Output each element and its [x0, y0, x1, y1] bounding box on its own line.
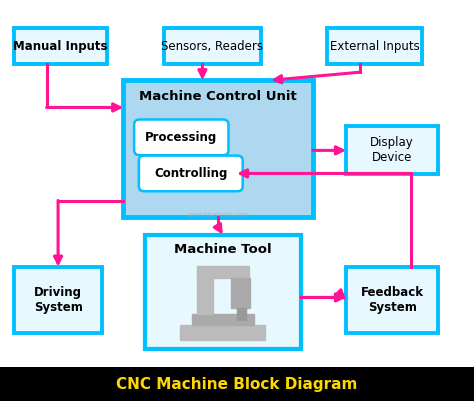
FancyBboxPatch shape	[192, 314, 254, 325]
FancyBboxPatch shape	[197, 273, 213, 314]
FancyBboxPatch shape	[145, 235, 301, 349]
Text: Processing: Processing	[145, 131, 218, 144]
Text: www.thetech.com: www.thetech.com	[187, 212, 249, 217]
FancyBboxPatch shape	[164, 28, 261, 64]
FancyBboxPatch shape	[346, 267, 438, 333]
FancyBboxPatch shape	[237, 308, 246, 320]
Text: Manual Inputs: Manual Inputs	[13, 40, 108, 53]
FancyBboxPatch shape	[14, 28, 107, 64]
Text: Machine Control Unit: Machine Control Unit	[139, 90, 297, 103]
Text: External Inputs: External Inputs	[329, 40, 419, 53]
FancyBboxPatch shape	[327, 28, 422, 64]
FancyBboxPatch shape	[0, 367, 474, 401]
Text: Driving
System: Driving System	[34, 286, 82, 314]
FancyBboxPatch shape	[346, 126, 438, 174]
Text: Controlling: Controlling	[154, 167, 228, 180]
FancyBboxPatch shape	[134, 119, 228, 155]
Text: CNC Machine Block Diagram: CNC Machine Block Diagram	[116, 377, 358, 392]
FancyBboxPatch shape	[139, 156, 243, 191]
Text: Feedback
System: Feedback System	[361, 286, 424, 314]
FancyBboxPatch shape	[14, 267, 102, 333]
FancyBboxPatch shape	[180, 325, 265, 340]
Text: Machine Tool: Machine Tool	[174, 243, 272, 256]
Text: Sensors, Readers: Sensors, Readers	[161, 40, 263, 53]
FancyBboxPatch shape	[197, 266, 249, 278]
Text: Display
Device: Display Device	[370, 136, 414, 164]
FancyBboxPatch shape	[231, 278, 250, 308]
FancyBboxPatch shape	[123, 80, 313, 217]
